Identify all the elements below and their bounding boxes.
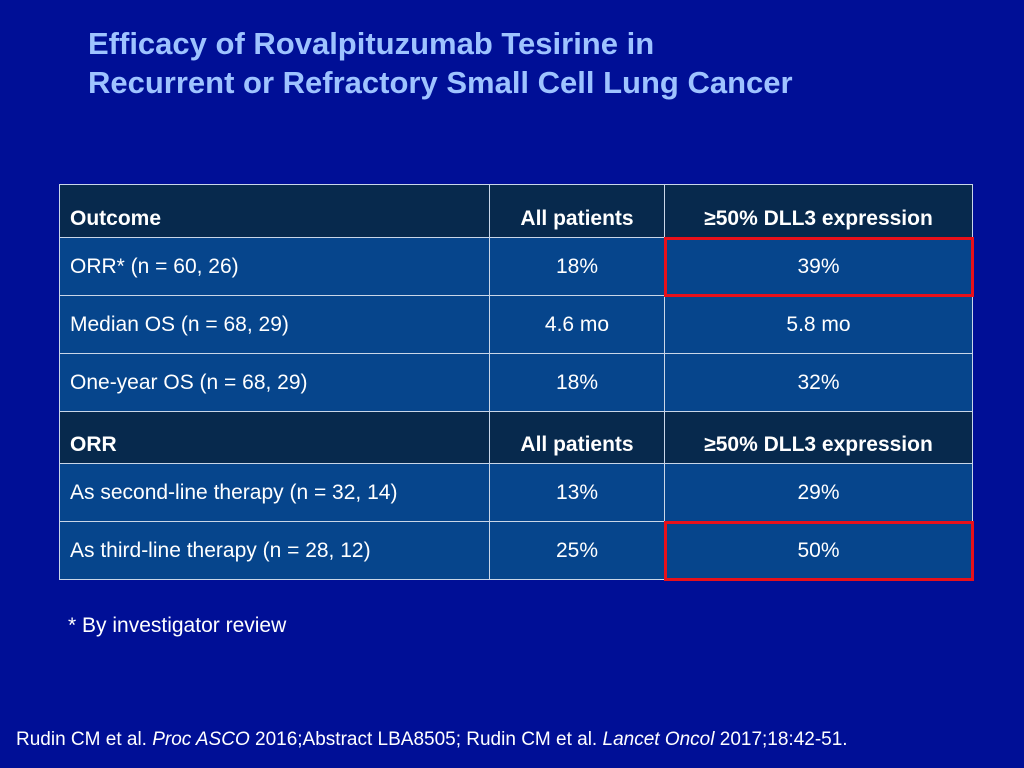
cell-dll3: 32% [664, 353, 973, 412]
cell-all-patients: 13% [489, 463, 665, 522]
row-label: Median OS (n = 68, 29) [59, 295, 490, 354]
highlighted-cell-dll3: 39% [663, 236, 974, 297]
cell-all-patients: 25% [489, 521, 665, 580]
column-header-outcome: Outcome [59, 184, 490, 238]
slide-title-line-2: Recurrent or Refractory Small Cell Lung … [88, 65, 793, 100]
cell-all-patients: 18% [489, 237, 665, 296]
cell-all-patients: 18% [489, 353, 665, 412]
reference-citation: Rudin CM et al. Proc ASCO 2016;Abstract … [16, 729, 848, 751]
column-header-dll3: ≥50% DLL3 expression [664, 411, 973, 464]
column-header-all-patients: All patients [489, 411, 665, 464]
table-row: As second-line therapy (n = 32, 14) 13% … [59, 463, 973, 522]
cell-dll3: 5.8 mo [664, 295, 973, 354]
reference-part-3: 2017;18:42-51. [714, 729, 848, 750]
highlighted-cell-dll3: 50% [663, 520, 974, 581]
table-row: As third-line therapy (n = 28, 12) 25% 5… [59, 520, 974, 581]
cell-all-patients: 4.6 mo [489, 295, 665, 354]
efficacy-table: Outcome All patients ≥50% DLL3 expressio… [59, 184, 974, 581]
footnote: * By investigator review [68, 614, 287, 637]
reference-part-1: Rudin CM et al. [16, 729, 153, 750]
reference-journal-1: Proc ASCO [152, 729, 250, 750]
table-row: One-year OS (n = 68, 29) 18% 32% [59, 353, 973, 412]
column-header-dll3: ≥50% DLL3 expression [664, 184, 973, 238]
table-header-row: ORR All patients ≥50% DLL3 expression [59, 411, 973, 464]
slide-title-line-1: Efficacy of Rovalpituzumab Tesirine in [88, 26, 655, 61]
column-header-all-patients: All patients [489, 184, 665, 238]
table-row: Median OS (n = 68, 29) 4.6 mo 5.8 mo [59, 295, 973, 354]
cell-dll3: 29% [664, 463, 973, 522]
column-header-orr: ORR [59, 411, 490, 464]
row-label: As second-line therapy (n = 32, 14) [59, 463, 490, 522]
reference-journal-2: Lancet Oncol [602, 729, 715, 750]
row-label: One-year OS (n = 68, 29) [59, 353, 490, 412]
slide-title: Efficacy of Rovalpituzumab Tesirine in R… [88, 24, 988, 102]
row-label: As third-line therapy (n = 28, 12) [59, 521, 490, 580]
table-row: ORR* (n = 60, 26) 18% 39% [59, 236, 974, 297]
row-label: ORR* (n = 60, 26) [59, 237, 490, 296]
table-header-row: Outcome All patients ≥50% DLL3 expressio… [59, 184, 973, 238]
reference-part-2: 2016;Abstract LBA8505; Rudin CM et al. [249, 729, 603, 750]
